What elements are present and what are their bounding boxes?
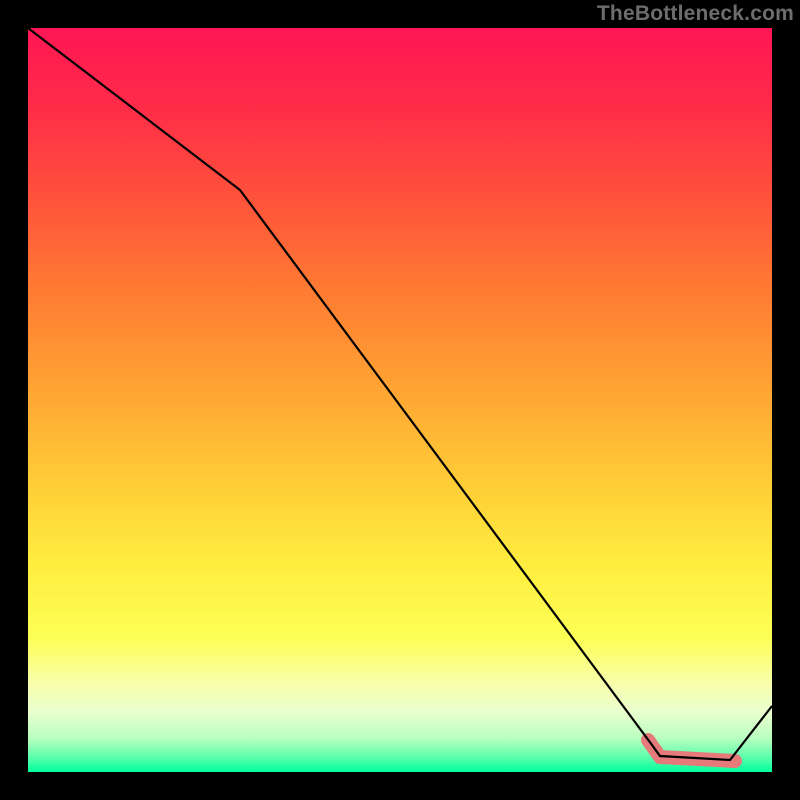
watermark-text: TheBottleneck.com bbox=[597, 2, 794, 26]
chart-svg bbox=[0, 0, 800, 800]
plot-area bbox=[28, 28, 772, 772]
chart-canvas: TheBottleneck.com bbox=[0, 0, 800, 800]
